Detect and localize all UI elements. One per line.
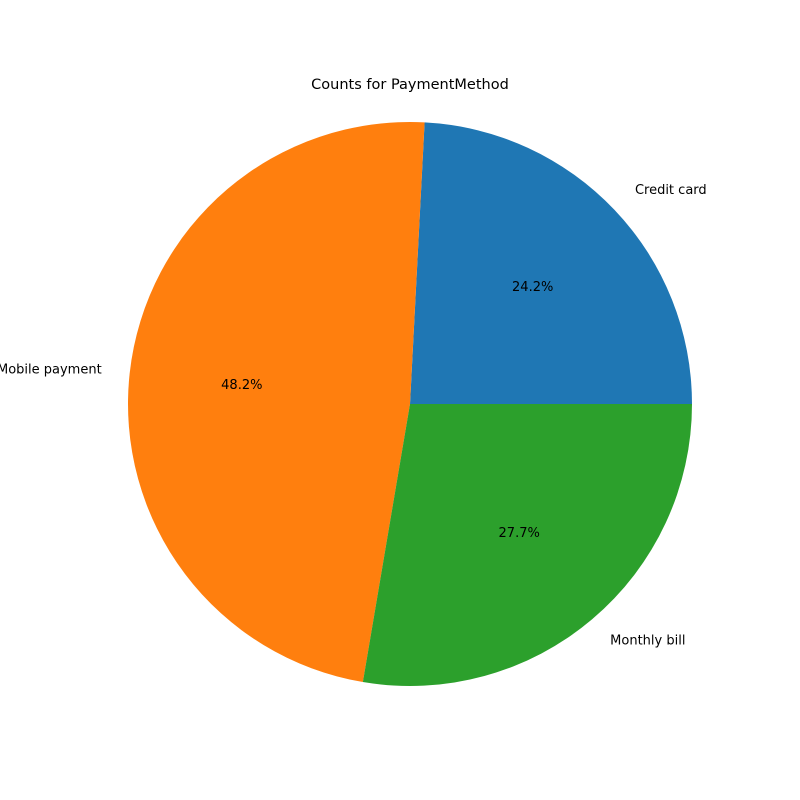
pie-slice-monthly-bill (362, 404, 692, 686)
slice-percent-credit-card: 24.2% (512, 280, 553, 295)
slice-label-monthly-bill: Monthly bill (610, 633, 685, 648)
slice-label-credit-card: Credit card (635, 183, 707, 198)
slice-percent-monthly-bill: 27.7% (499, 526, 540, 541)
slice-label-mobile-payment: Mobile payment (0, 362, 102, 377)
pie-slice-credit-card (410, 122, 692, 405)
pie-labels: Credit card 24.2% Mobile payment 48.2% Month… (0, 183, 707, 649)
pie-slice-mobile-payment (128, 122, 425, 683)
slice-percent-mobile-payment: 48.2% (221, 378, 262, 393)
chart-title: Counts for PaymentMethod (311, 77, 509, 93)
pie-slices (128, 122, 692, 686)
